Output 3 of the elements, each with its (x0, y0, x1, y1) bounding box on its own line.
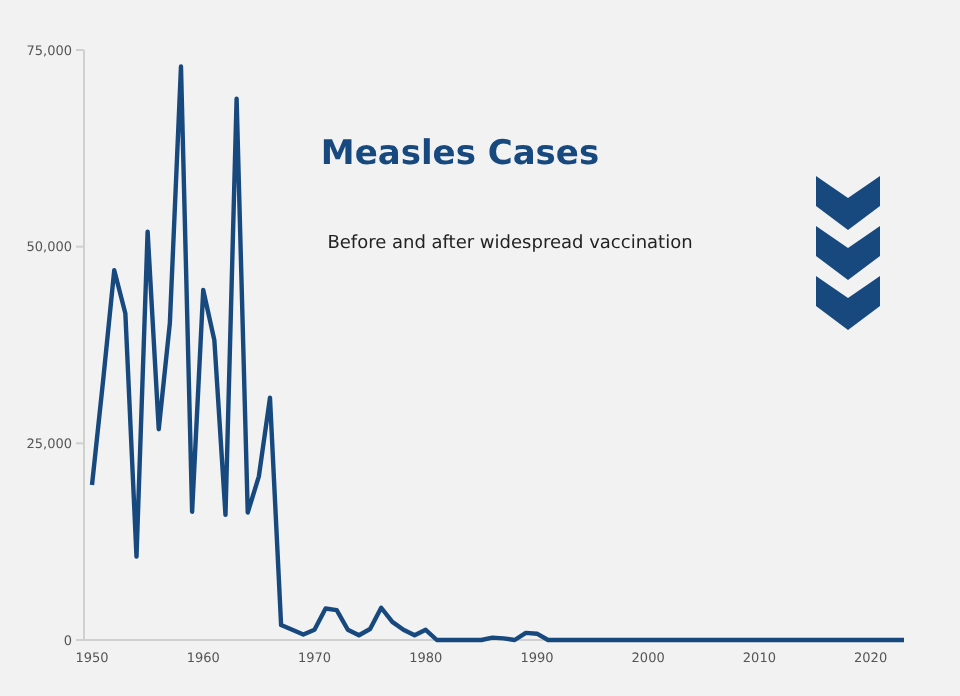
text: Before and after widespread vaccination (327, 234, 693, 254)
text: Measles Cases (320, 134, 600, 174)
line-series (89, 64, 907, 643)
